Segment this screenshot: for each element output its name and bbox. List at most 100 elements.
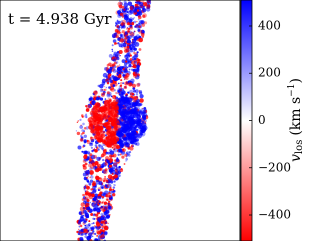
gas-clump: [91, 232, 94, 235]
gas-clump: [143, 7, 146, 11]
core-clump: [93, 119, 97, 123]
gas-clump: [112, 57, 114, 59]
gas-clump: [88, 101, 90, 103]
colorbar-tick-label: 0: [258, 113, 266, 127]
gas-clump: [88, 183, 92, 186]
core-clump: [112, 139, 117, 145]
core-clump: [103, 140, 107, 143]
core-clump: [119, 119, 123, 123]
gas-clump: [99, 231, 102, 234]
gas-clump: [107, 181, 110, 184]
gas-clump: [92, 230, 95, 233]
gas-clump: [98, 167, 102, 171]
gas-clump: [125, 35, 130, 41]
gas-clump: [91, 202, 94, 205]
gas-clump: [91, 193, 95, 198]
gas-clump: [90, 188, 93, 191]
core-clump: [135, 118, 141, 124]
gas-clump: [109, 149, 112, 152]
gas-clump: [112, 191, 115, 194]
core-clump: [126, 111, 131, 116]
gas-clump: [126, 7, 129, 11]
colorbar-tick-label: −200: [258, 160, 291, 174]
gas-clump: [103, 89, 106, 91]
gas-clump: [78, 225, 81, 228]
gas-clump: [132, 45, 135, 48]
gas-clump: [77, 221, 81, 225]
gas-clump: [78, 211, 83, 216]
gas-clump: [112, 68, 117, 73]
core-clump: [133, 136, 136, 139]
gas-clump: [85, 113, 88, 116]
colorbar-tick-label: 200: [258, 66, 281, 80]
core-clump: [115, 106, 119, 111]
gas-clump: [101, 156, 104, 158]
gas-clump: [127, 153, 129, 155]
gas-clump: [125, 48, 130, 53]
core-clump: [106, 109, 111, 114]
colorbar-label: vlos (km s−1): [287, 78, 305, 162]
gas-clump: [139, 98, 144, 103]
gas-clump: [112, 39, 117, 43]
gas-clump: [140, 32, 145, 37]
core-clump: [108, 117, 113, 123]
gas-clump: [88, 161, 92, 164]
gas-clump: [112, 63, 116, 67]
gas-clump: [127, 27, 129, 29]
core-clump: [125, 109, 128, 112]
gas-clump: [112, 63, 115, 67]
gas-clump: [106, 91, 110, 95]
gas-clump: [119, 84, 123, 88]
core-clump: [100, 128, 103, 131]
gas-clump: [137, 28, 141, 32]
gas-clump: [123, 85, 128, 90]
gas-clump: [101, 195, 105, 199]
gas-clump: [136, 23, 139, 26]
core-clump: [125, 133, 131, 139]
gas-clump: [127, 42, 130, 46]
gas-clump: [89, 170, 94, 175]
gas-clump: [83, 186, 86, 188]
gas-clump: [104, 221, 108, 224]
gas-clump: [102, 93, 105, 96]
gas-clump: [146, 0, 151, 3]
gas-clump: [128, 68, 131, 71]
gas-clump: [128, 154, 131, 157]
gas-clump: [84, 197, 87, 199]
gas-clump: [133, 51, 136, 55]
gas-clump: [135, 1, 137, 4]
gas-clump: [76, 230, 79, 234]
core-clump: [125, 142, 130, 148]
gas-clump: [86, 199, 90, 202]
core-clump: [135, 132, 140, 137]
gas-clump: [103, 177, 107, 181]
core-clump: [107, 110, 113, 116]
gas-clump: [91, 202, 97, 208]
gas-clump: [80, 124, 82, 127]
gas-clump: [99, 167, 104, 172]
gas-clump: [121, 15, 125, 19]
gas-clump: [110, 186, 112, 189]
gas-clump: [123, 2, 129, 8]
gas-clump: [91, 229, 93, 232]
gas-clump: [100, 223, 104, 227]
core-clump: [98, 118, 102, 122]
gas-clump: [129, 31, 135, 37]
gas-clump: [143, 107, 147, 110]
gas-clump: [136, 63, 140, 67]
gas-clump: [143, 21, 148, 25]
gas-clump: [81, 150, 84, 153]
gas-clump: [94, 232, 97, 236]
gas-clump: [94, 206, 99, 211]
gas-clump: [136, 64, 140, 68]
core-clump: [130, 125, 133, 127]
core-clump: [108, 122, 114, 128]
gas-clump: [112, 58, 117, 62]
gas-clump: [112, 95, 117, 99]
gas-clump: [79, 125, 83, 129]
gas-clump: [99, 97, 104, 101]
gas-clump: [105, 158, 109, 162]
gas-clump: [132, 31, 135, 34]
gas-clump: [89, 201, 92, 204]
gas-clump: [129, 26, 133, 30]
